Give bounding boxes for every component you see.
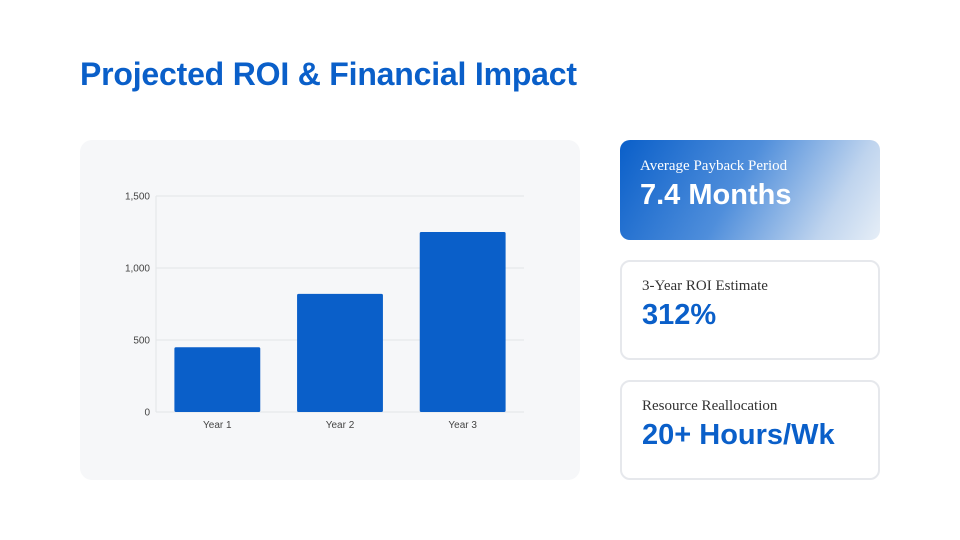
x-tick-label: Year 2 — [326, 420, 355, 431]
roi-bar-chart: 0 500 1,000 1,500 Year 1 Year 2 Year 3 — [125, 192, 524, 431]
resource-reallocation-value: 20+ Hours/Wk — [642, 419, 835, 451]
roi-bar-chart-card: 0 500 1,000 1,500 Year 1 Year 2 Year 3 — [80, 140, 580, 480]
y-tick-label: 500 — [133, 336, 150, 347]
x-tick-label: Year 3 — [448, 420, 477, 431]
x-tick-label: Year 1 — [203, 420, 232, 431]
payback-period-value: 7.4 Months — [640, 179, 792, 211]
y-tick-label: 0 — [144, 408, 150, 419]
roi-estimate-value: 312% — [642, 299, 717, 331]
y-tick-label: 1,500 — [125, 192, 150, 203]
bar-year-3 — [419, 232, 506, 412]
bar-year-1 — [174, 347, 261, 412]
payback-period-label: Average Payback Period — [640, 158, 788, 174]
y-tick-label: 1,000 — [125, 264, 150, 275]
resource-reallocation-card: Resource Reallocation 20+ Hours/Wk — [620, 380, 880, 480]
payback-period-card: Average Payback Period 7.4 Months — [620, 140, 880, 240]
page-title: Projected ROI & Financial Impact — [80, 56, 577, 92]
bar-year-2 — [297, 293, 383, 412]
roi-estimate-card: 3-Year ROI Estimate 312% — [620, 260, 880, 360]
roi-estimate-label: 3-Year ROI Estimate — [642, 278, 768, 294]
resource-reallocation-label: Resource Reallocation — [642, 398, 778, 414]
